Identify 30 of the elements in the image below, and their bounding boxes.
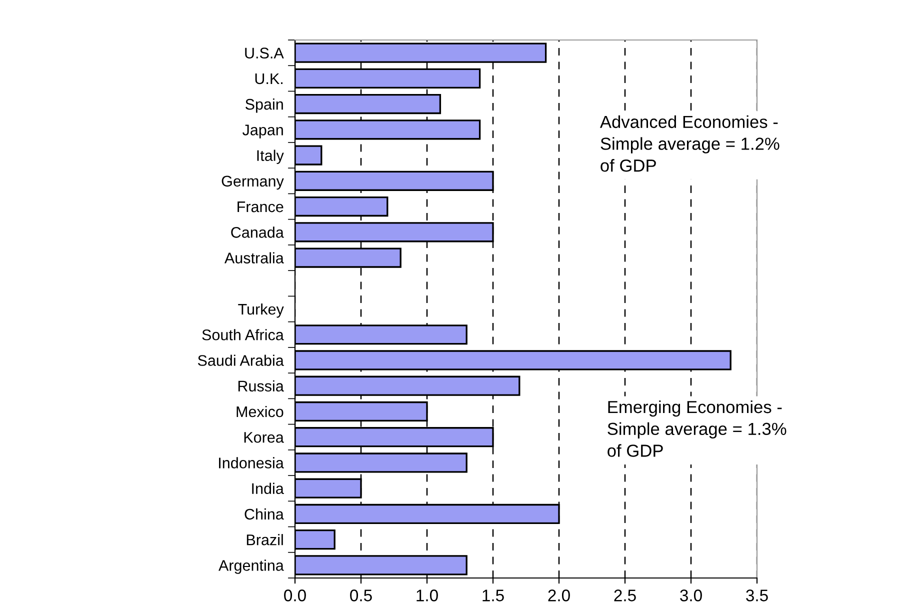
y-tick-label: Indonesia bbox=[219, 457, 284, 468]
y-tick-label: France bbox=[238, 202, 284, 212]
y-tick-label: Australia bbox=[224, 252, 284, 264]
x-tick-label: 3.5 bbox=[746, 590, 768, 602]
x-tick-label: 2.5 bbox=[614, 590, 636, 602]
x-tick-label: 3.0 bbox=[680, 590, 702, 602]
annotation: Emerging Economies - Simple average = 1.3% of GDP bbox=[608, 400, 786, 457]
y-tick-label: India bbox=[252, 482, 284, 494]
x-tick-label: 0.0 bbox=[284, 590, 306, 602]
y-tick-label: Russia bbox=[238, 380, 284, 392]
y-tick-label: China bbox=[244, 508, 284, 520]
x-tick-label: 0.5 bbox=[350, 590, 372, 602]
y-tick-label: South Africa bbox=[202, 329, 284, 340]
y-tick-label: Japan bbox=[242, 124, 283, 138]
y-tick-label: Argentina bbox=[218, 560, 284, 574]
y-tick-label: Saudi Arabia bbox=[198, 354, 284, 366]
x-tick-label: 1.5 bbox=[482, 590, 504, 602]
x-tick-label: 1.0 bbox=[416, 590, 438, 602]
x-tick-label: 2.0 bbox=[548, 590, 570, 602]
y-tick-label: Germany bbox=[222, 176, 284, 190]
annotation: Advanced Economies - Simple average = 1.2% of GDP bbox=[600, 115, 780, 172]
y-tick-label: Turkey bbox=[238, 303, 284, 318]
y-tick-label: Brazil bbox=[246, 534, 283, 546]
y-tick-label: U.K. bbox=[255, 73, 282, 84]
y-tick-label: Canada bbox=[231, 226, 284, 238]
y-tick-label: Italy bbox=[257, 150, 284, 164]
y-tick-label: Korea bbox=[244, 432, 284, 443]
y-tick-label: U.S.A bbox=[245, 48, 284, 58]
y-tick-label: Spain bbox=[246, 98, 283, 113]
y-tick-label: Mexico bbox=[236, 406, 284, 418]
